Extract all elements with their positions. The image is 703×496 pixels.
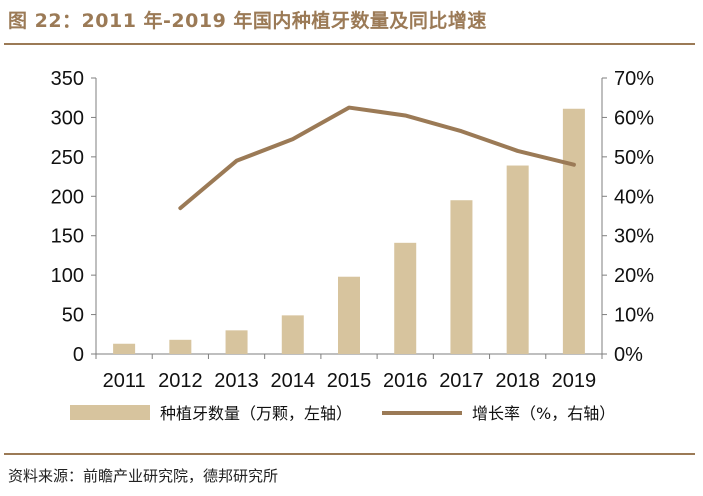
right-tick-label: 0% bbox=[614, 344, 643, 366]
right-tick-label: 60% bbox=[614, 107, 654, 129]
left-tick-label: 150 bbox=[51, 226, 84, 248]
source-note: 资料来源：前瞻产业研究院，德邦研究所 bbox=[8, 467, 279, 485]
bar bbox=[169, 339, 192, 354]
right-tick-label: 70% bbox=[614, 68, 654, 90]
left-tick-label: 300 bbox=[51, 107, 84, 129]
left-tick-label: 50 bbox=[62, 305, 84, 327]
bar bbox=[450, 200, 473, 354]
x-tick-label: 2018 bbox=[495, 370, 540, 392]
legend-bar-swatch bbox=[70, 405, 150, 420]
bar bbox=[113, 343, 136, 354]
left-tick-label: 200 bbox=[51, 186, 84, 208]
x-tick-label: 2017 bbox=[439, 370, 484, 392]
x-tick-label: 2014 bbox=[271, 370, 316, 392]
left-tick-label: 100 bbox=[51, 265, 84, 287]
x-tick-label: 2012 bbox=[158, 370, 203, 392]
bar bbox=[506, 165, 529, 354]
legend-bar-label: 种植牙数量（万颗，左轴） bbox=[160, 404, 352, 423]
title-rule bbox=[4, 43, 695, 45]
right-tick-label: 40% bbox=[614, 186, 654, 208]
left-tick-label: 0 bbox=[73, 344, 84, 366]
x-tick-label: 2019 bbox=[552, 370, 597, 392]
x-tick-label: 2016 bbox=[383, 370, 428, 392]
bar bbox=[281, 315, 304, 354]
line-series bbox=[178, 105, 576, 211]
chart: 0 50 100 150 200 250 300 350 0% 10% 20% 30% 40% 50% 60… bbox=[51, 68, 655, 423]
x-tick-label: 2013 bbox=[214, 370, 259, 392]
tick-labels: 0 50 100 150 200 250 300 350 0% 10% 20% 30% 40% 50% 60… bbox=[51, 68, 655, 392]
bar bbox=[338, 276, 360, 354]
bar bbox=[225, 330, 248, 354]
bar bbox=[394, 242, 417, 354]
bar bbox=[562, 108, 585, 354]
x-tick-label: 2011 bbox=[103, 370, 146, 392]
right-tick-label: 20% bbox=[614, 265, 654, 287]
right-tick-label: 10% bbox=[614, 305, 654, 327]
source-rule bbox=[4, 453, 695, 455]
right-tick-label: 50% bbox=[614, 147, 654, 169]
legend-line-label: 增长率（%，右轴） bbox=[472, 404, 615, 423]
left-tick-label: 350 bbox=[51, 68, 84, 90]
left-tick-label: 250 bbox=[51, 147, 84, 169]
x-tick-label: 2015 bbox=[327, 370, 372, 392]
right-tick-label: 30% bbox=[614, 226, 654, 248]
growth-line bbox=[178, 105, 576, 211]
figure-title: 图 22：2011 年-2019 年国内种植牙数量及同比增速 bbox=[8, 10, 487, 32]
bar-series bbox=[113, 108, 585, 354]
legend: 种植牙数量（万颗，左轴） 增长率（%，右轴） bbox=[70, 404, 615, 423]
